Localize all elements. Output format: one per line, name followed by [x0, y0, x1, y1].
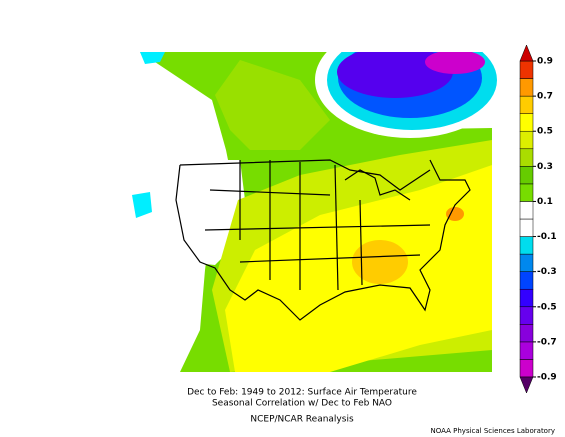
colorbar-tick-label: 0.5 — [537, 127, 553, 137]
colorbar-swatch — [519, 183, 534, 202]
colorbar-swatch — [519, 271, 534, 290]
colorbar-tick-label: 0.7 — [537, 92, 553, 102]
colorbar-tick-label: 0.1 — [537, 197, 553, 207]
colorbar-swatch — [519, 288, 534, 308]
colorbar-swatch — [519, 60, 534, 79]
colorbar-tick-label: 0.3 — [537, 162, 553, 172]
colorbar-swatch — [519, 341, 534, 360]
credit: NOAA Physical Sciences Laboratory — [431, 427, 555, 435]
colorbar-swatch — [519, 95, 534, 114]
colorbar-tick-label: 0.9 — [537, 57, 553, 67]
colorbar-under — [519, 376, 534, 394]
map-indigo — [337, 46, 453, 98]
colorbar-tick-label: -0.7 — [537, 337, 557, 347]
colorbar-swatch — [519, 359, 534, 378]
state-line — [359, 199, 363, 286]
map-borders — [175, 159, 471, 321]
colorbar-swatch — [519, 306, 534, 325]
map-cyan-spot — [140, 52, 165, 64]
state-line — [209, 189, 331, 196]
map-magenta — [425, 50, 485, 74]
map-white-west — [170, 160, 245, 265]
colorbar-swatch — [519, 166, 534, 185]
colorbar-tick-label: -0.1 — [537, 232, 557, 242]
colorbar-swatch — [519, 218, 534, 237]
map-orange-ne — [446, 207, 464, 221]
map — [132, 0, 520, 372]
caption-line: NCEP/NCAR Reanalysis — [250, 415, 354, 425]
colorbar-swatch — [519, 148, 534, 167]
caption-line: Dec to Feb: 1949 to 2012: Surface Air Te… — [187, 388, 417, 398]
colorbar-swatch — [519, 201, 534, 220]
state-line — [204, 224, 431, 231]
map-orange-se — [352, 240, 408, 284]
colorbar-over — [519, 44, 534, 62]
colorbar-tick-label: -0.5 — [537, 302, 557, 312]
map-light-green — [215, 60, 330, 150]
colorbar-swatch — [519, 78, 534, 97]
colorbar-swatch — [519, 113, 534, 132]
map-top-mask — [320, 0, 520, 52]
colorbar-swatch — [519, 130, 534, 150]
colorbar-swatch — [519, 236, 534, 255]
great-lakes — [344, 169, 411, 201]
colorbar-swatch — [519, 253, 534, 272]
colorbar-tick-label: -0.3 — [537, 267, 557, 277]
caption-line: Seasonal Correlation w/ Dec to Feb NAO — [212, 399, 392, 409]
colorbar-tick-label: -0.9 — [537, 373, 557, 383]
map-cyan-spot — [132, 192, 152, 218]
coastline — [175, 159, 471, 321]
state-line — [239, 254, 421, 263]
colorbar: 0.9 0.7 0.5 0.3 0.1 -0.1 -0.3 -0.5 -0.7 -0.9 — [519, 44, 557, 394]
colorbar-swatch — [519, 324, 534, 343]
